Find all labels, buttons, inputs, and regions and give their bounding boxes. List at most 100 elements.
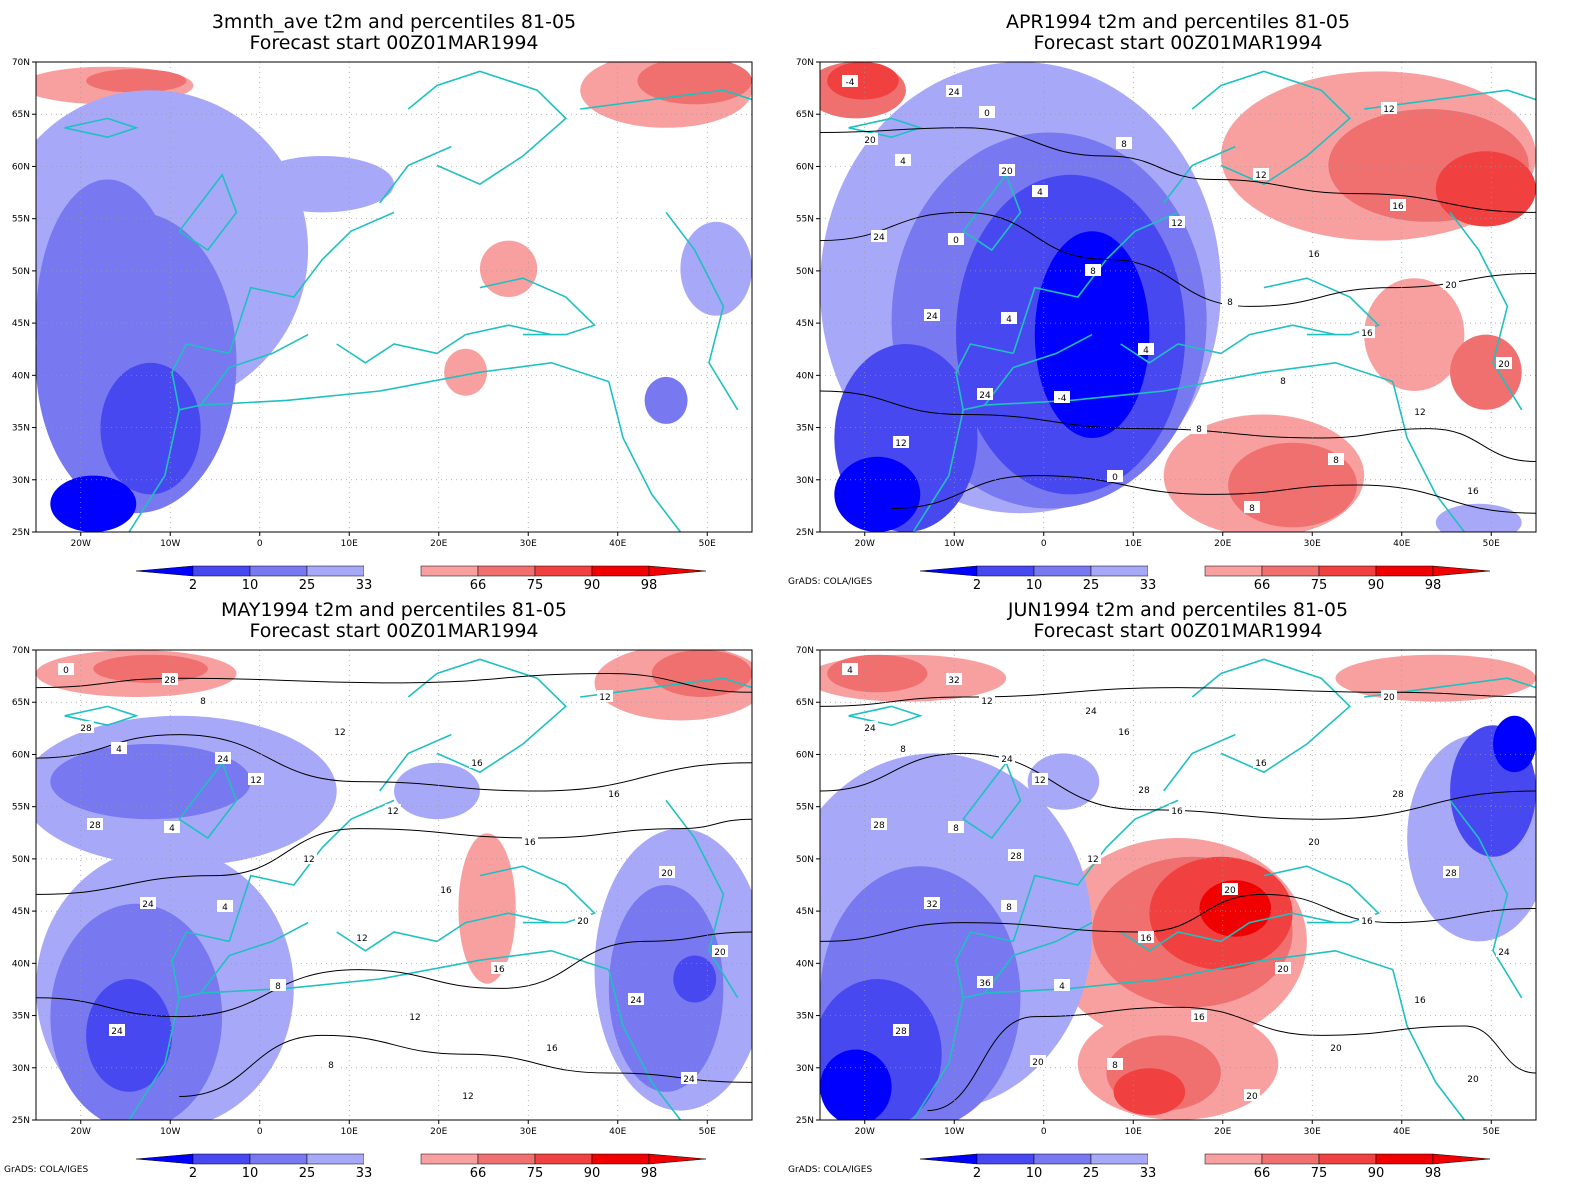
contour-label-box [1116,137,1132,149]
colorbar-label: 33 [1140,1166,1157,1181]
contour-label: 8 [1121,140,1127,150]
percentile-area-p75 [637,62,752,105]
temperature-contour [820,893,1536,942]
lat-label: 30N [12,1064,30,1074]
percentile-area-p2 [834,456,921,532]
contour-label-box [977,976,993,988]
contour-label-box [1244,501,1260,513]
contour-label-box [1275,962,1291,974]
contour-label-box [946,85,962,97]
contour-label: 12 [387,807,398,817]
percentile-area-p75 [86,69,187,93]
percentile-area-p66 [444,348,488,396]
coastline [1191,658,1351,774]
percentile-area-p33 [250,156,394,213]
colorbar-label: 90 [584,1166,601,1181]
colorbar-label: 10 [242,1166,259,1181]
colorbar-segment [1090,1153,1149,1165]
temperature-contour [927,1006,1536,1112]
lon-label: 20E [1214,1127,1231,1137]
colorbar-segment [534,1153,593,1165]
percentile-area-p2 [1493,715,1536,773]
contour-label-box [544,1041,560,1053]
lat-label: 40N [12,959,30,969]
contour-label: 24 [979,391,991,401]
lat-label: 45N [796,319,814,329]
contour-label: 24 [1085,707,1097,717]
coastline [336,324,552,364]
lat-label: 55N [12,803,30,813]
colorbar-label: 90 [1368,1166,1385,1181]
colorbar-label: 98 [641,578,658,593]
contour-label-box [1054,979,1070,991]
contour-label: 20 [1498,360,1510,370]
contour-label: 4 [1059,982,1065,992]
colorbar-segment [192,1153,251,1165]
colorbar-segment [591,1153,650,1165]
lat-label: 50N [12,267,30,277]
colorbar-label: 2 [189,1166,197,1181]
coastline [962,173,1022,252]
contour-label-box [681,1072,697,1084]
lon-label: 40E [609,1127,626,1137]
contour-label-box [1030,1055,1046,1067]
contour-label-box [162,673,178,685]
lat-label: 25N [796,528,814,538]
contour-label: 16 [1193,1013,1205,1023]
contour-label: 24 [926,312,938,322]
contour-label: 12 [981,697,992,707]
lon-label: 50E [1483,539,1500,549]
contour-label: 0 [953,236,959,246]
percentile-area-p10 [100,362,201,495]
percentile-area-p33 [680,221,752,316]
colorbar-segment [976,565,1035,577]
temperature-contour [36,931,752,1018]
temperature-contour [820,390,1536,462]
contour-label: 0 [984,109,990,119]
coastline [407,658,567,774]
contour-label: 8 [328,1061,334,1071]
contour-label: 24 [948,88,960,98]
contour-label-box [332,725,348,737]
contour-label-box [1306,247,1322,259]
colorbar-label: 10 [1026,578,1043,593]
lat-label: 70N [796,58,814,68]
contour-label: 16 [1361,917,1373,927]
contour-label: 28 [1445,869,1457,879]
lat-label: 40N [796,959,814,969]
grads-credit: GrADS: COLA/IGES [788,577,872,587]
map-frame [35,649,753,1121]
lon-label: 50E [699,539,716,549]
coastline [178,761,238,840]
contour-label-box [1496,357,1512,369]
panel-subtitle: Forecast start 00Z01MAR1994 [1033,620,1322,642]
contour-label-box [1359,326,1375,338]
contour-label-box [1085,264,1101,276]
contour-label-box [1359,914,1375,926]
contour-label: 12 [303,855,314,865]
contour-label: 8 [1280,377,1286,387]
lon-label: 40E [1393,1127,1410,1137]
contour-label-box [140,897,156,909]
colorbar-segment [306,565,365,577]
coastline [608,969,682,1120]
colorbar-segment [1261,565,1320,577]
lat-label: 30N [796,476,814,486]
lon-label: 50E [699,1127,716,1137]
colorbar-segment [1375,565,1434,577]
contour-label: 24 [864,724,876,734]
percentile-area-p2 [50,475,137,532]
lon-label: 20W [71,539,91,549]
lon-label: 30E [1304,1127,1321,1137]
contour-label-box [58,663,74,675]
coastline [171,333,309,411]
contour-label-box [659,866,675,878]
contour-label-box [893,1024,909,1036]
colorbar-arrow-low [135,1153,194,1165]
lat-label: 50N [796,267,814,277]
lat-label: 35N [12,1012,30,1022]
colorbar-arrow-high [1432,1153,1491,1165]
colorbar-label: 2 [189,578,197,593]
map-panel-jun: JUN1994 t2m and percentiles 81-05Forecas… [788,599,1537,1181]
colorbar-label: 10 [242,578,259,593]
